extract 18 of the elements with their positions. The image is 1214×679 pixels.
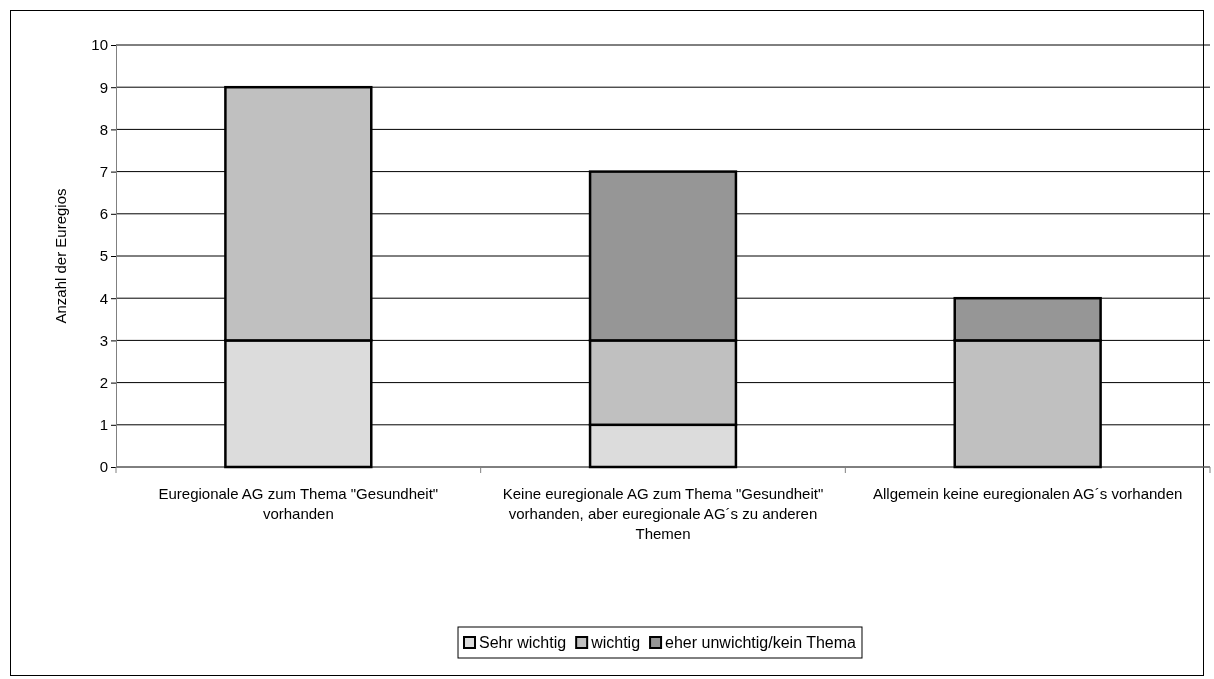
legend-label: wichtig <box>590 634 641 651</box>
y-tick-label: 2 <box>99 373 108 391</box>
legend-label: eher unwichtig/kein Thema <box>665 634 857 651</box>
x-tick-label: Allgemein keine euregionalen AG´s vorhanden <box>872 485 1183 502</box>
x-tick-label: Keine euregionale AG zum Thema "Gesundheit" vorhanden, aber euregionale AG´s zu anderen Themen <box>502 485 824 542</box>
y-tick-label: 5 <box>99 247 108 265</box>
y-tick-label: 7 <box>99 162 108 180</box>
y-tick-label: 0 <box>99 458 108 476</box>
y-tick-label: 6 <box>99 205 108 223</box>
legend-label: Sehr wichtig <box>479 634 567 651</box>
x-tick-label: Euregionale AG zum Thema "Gesundheit" vorhanden <box>158 485 439 522</box>
y-tick-label: 3 <box>99 331 108 349</box>
y-tick-label: 10 <box>91 36 108 54</box>
y-tick-label: 9 <box>99 78 108 96</box>
y-tick-label: 4 <box>99 289 108 307</box>
y-tick-label: 8 <box>99 120 108 138</box>
y-tick-label: 1 <box>99 416 108 434</box>
y-axis-title: Anzahl der Euregios <box>52 188 69 324</box>
